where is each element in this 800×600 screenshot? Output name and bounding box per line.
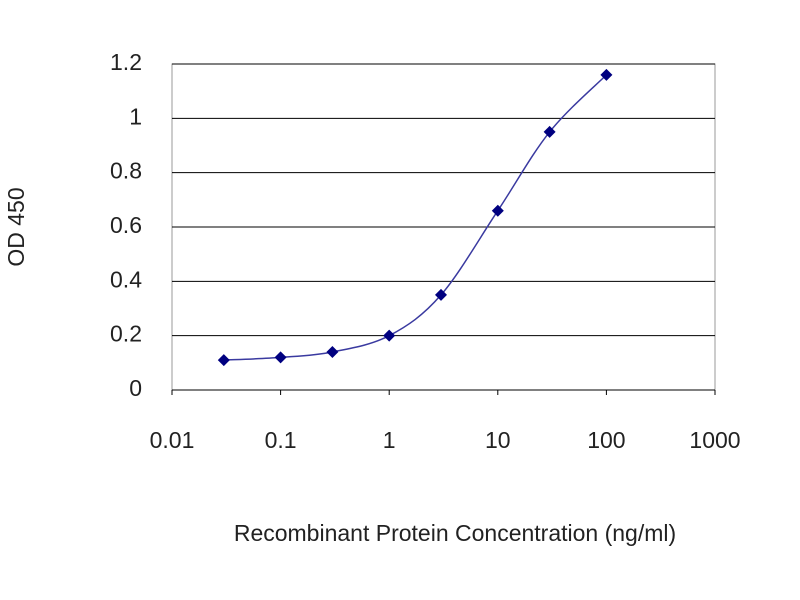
y-tick-label: 1 bbox=[129, 103, 142, 129]
point bbox=[326, 345, 339, 358]
point bbox=[274, 351, 287, 364]
point bbox=[600, 68, 613, 81]
y-tick-label: 0.8 bbox=[110, 158, 142, 184]
y-tick-label: 0.6 bbox=[110, 212, 142, 238]
x-tick-label: 10 bbox=[485, 427, 511, 453]
x-tick-label: 0.01 bbox=[150, 427, 195, 453]
x-tick-label: 0.1 bbox=[265, 427, 297, 453]
y-tick-label: 1.2 bbox=[110, 49, 142, 75]
point bbox=[435, 288, 448, 301]
point bbox=[543, 125, 556, 138]
y-tick-label: 0.2 bbox=[110, 321, 142, 347]
point bbox=[491, 204, 504, 217]
x-tick-label: 1 bbox=[383, 427, 396, 453]
point bbox=[217, 354, 230, 367]
point bbox=[383, 329, 396, 342]
y-tick-label: 0.4 bbox=[110, 266, 142, 292]
x-tick-label: 100 bbox=[587, 427, 625, 453]
x-axis-title: Recombinant Protein Concentration (ng/ml… bbox=[234, 520, 676, 546]
y-axis-title: OD 450 bbox=[3, 187, 29, 266]
x-tick-label: 1000 bbox=[689, 427, 740, 453]
y-tick-label: 0 bbox=[129, 375, 142, 401]
series-line bbox=[223, 74, 607, 361]
